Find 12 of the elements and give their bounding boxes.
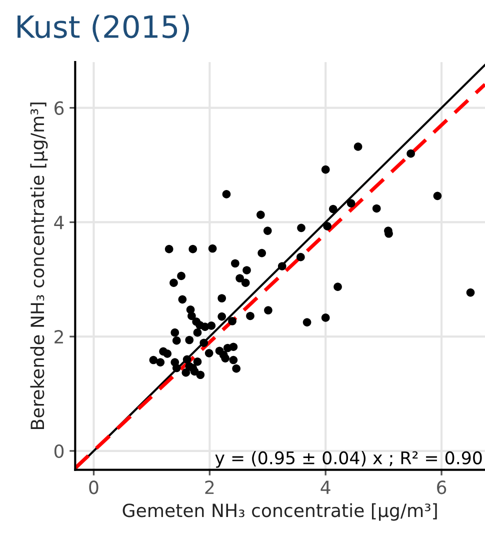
- y-tick-label: 6: [54, 101, 64, 115]
- y-tick-label: 0: [54, 444, 64, 458]
- y-tick-label: 2: [54, 330, 63, 344]
- x-tick-label: 6: [437, 480, 446, 494]
- annotation: y = (0.95 ± 0.04) x ; R² = 0.90: [215, 450, 482, 468]
- x-tick-label: 0: [89, 480, 98, 494]
- y-tick-label: 4: [54, 216, 64, 230]
- chart-title: Kust (2015): [18, 14, 190, 42]
- x-tick-label: 2: [205, 480, 214, 494]
- x-axis-title: Gemeten NH₃ concentratie [µg/m³]: [122, 503, 437, 521]
- y-axis-title: Berekende NH₃ concentratie [µg/m³]: [30, 102, 48, 430]
- x-tick-label: 4: [320, 480, 330, 494]
